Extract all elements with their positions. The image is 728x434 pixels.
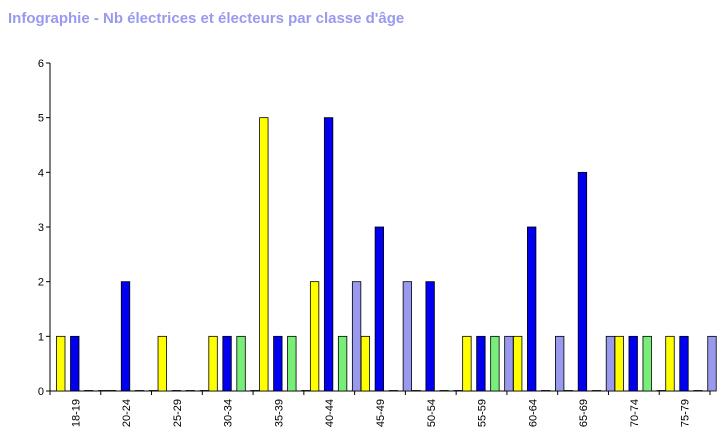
bar-20-24-series-1 (106, 390, 117, 392)
bar-25-29-series-3 (185, 390, 195, 392)
chart-title: Infographie - Nb électrices et électeurs… (8, 10, 405, 27)
bar-40-44-series-1 (309, 281, 320, 392)
bar-50-54-series-2 (425, 281, 435, 392)
bar-25-29-series-2 (171, 390, 181, 392)
bar-20-24-series-2 (120, 281, 131, 392)
plot-area: 0 1 2 3 4 5 6 18-19 20-24 25-29 30-34 35-39 40-44 45-… (38, 58, 717, 427)
bar-18-19-series-1 (56, 335, 66, 392)
bar-30-34-series-1 (208, 335, 218, 392)
x-tick-label: 20-24 (121, 399, 133, 427)
bar-30-34-series-3 (236, 335, 246, 392)
x-tick-label: 55-59 (477, 399, 489, 427)
bar-55-59-series-2 (476, 335, 486, 392)
bar-20-24-series-3 (134, 390, 145, 392)
bar-55-59-series-1 (462, 335, 472, 392)
bar-60-64-series-2 (527, 226, 537, 392)
bar-25-29-series-4 (199, 390, 209, 392)
bar-75-79-series-4 (707, 335, 717, 392)
bar-30-34-series-4 (250, 390, 260, 392)
bar-18-19-series-4 (98, 390, 108, 392)
bar-50-54-series-1 (411, 390, 421, 392)
y-tick-label: 2 (38, 277, 44, 289)
bar-30-34-series-2 (222, 335, 232, 392)
y-tick-label: 1 (38, 331, 44, 343)
bar-25-29-series-1 (157, 335, 167, 392)
x-tick-label: 60-64 (527, 399, 539, 427)
bar-75-79-series-1 (665, 335, 675, 392)
bar-65-69-series-1 (563, 390, 574, 392)
bar-35-39-series-3 (287, 335, 297, 392)
bar-45-49-series-4 (402, 281, 413, 392)
bar-40-44-series-3 (337, 335, 348, 392)
x-tick-label: 25-29 (172, 399, 184, 427)
bar-45-49-series-2 (374, 226, 385, 392)
bar-35-39-series-2 (273, 335, 283, 392)
y-tick-label: 3 (38, 222, 44, 234)
bar-35-39-series-4 (301, 390, 311, 392)
x-tick-label: 45-49 (375, 399, 387, 427)
bar-45-49-series-1 (360, 335, 371, 392)
x-tick-label: 30-34 (223, 399, 235, 427)
bar-45-49-series-3 (388, 390, 399, 392)
y-tick-label: 5 (38, 113, 44, 125)
bar-40-44-series-2 (323, 117, 334, 392)
y-tick-label: 4 (38, 167, 44, 179)
x-tick-label: 70-74 (629, 399, 641, 427)
bar-50-54-series-3 (439, 390, 449, 392)
bar-55-59-series-3 (490, 335, 500, 392)
x-tick-label: 50-54 (426, 399, 438, 427)
y-tick-label: 6 (38, 58, 44, 70)
bar-75-79-series-3 (693, 390, 703, 392)
bar-18-19-series-2 (70, 335, 80, 392)
bar-65-69-series-2 (577, 171, 588, 392)
bar-75-79-series-2 (679, 335, 689, 392)
bar-60-64-series-4 (555, 335, 565, 392)
bar-50-54-series-4 (453, 390, 463, 392)
x-tick-label: 75-79 (680, 399, 692, 427)
bar-60-64-series-1 (513, 335, 523, 392)
bar-55-59-series-4 (504, 335, 514, 392)
bar-65-69-series-3 (591, 390, 602, 392)
x-tick-label: 35-39 (273, 399, 285, 427)
x-tick-label: 18-19 (70, 399, 82, 427)
bar-40-44-series-4 (351, 281, 362, 392)
y-tick-label: 0 (38, 386, 44, 398)
x-tick-label: 40-44 (324, 399, 336, 427)
bar-35-39-series-1 (259, 117, 269, 392)
bar-18-19-series-3 (84, 390, 94, 392)
x-tick-label: 65-69 (578, 399, 590, 427)
bar-70-74-series-2 (628, 335, 638, 392)
bar-70-74-series-4 (656, 390, 666, 392)
bar-70-74-series-3 (642, 335, 652, 392)
bar-20-24-series-4 (148, 390, 159, 392)
bar-60-64-series-3 (541, 390, 551, 392)
bar-65-69-series-4 (605, 335, 616, 392)
bar-70-74-series-1 (614, 335, 624, 392)
